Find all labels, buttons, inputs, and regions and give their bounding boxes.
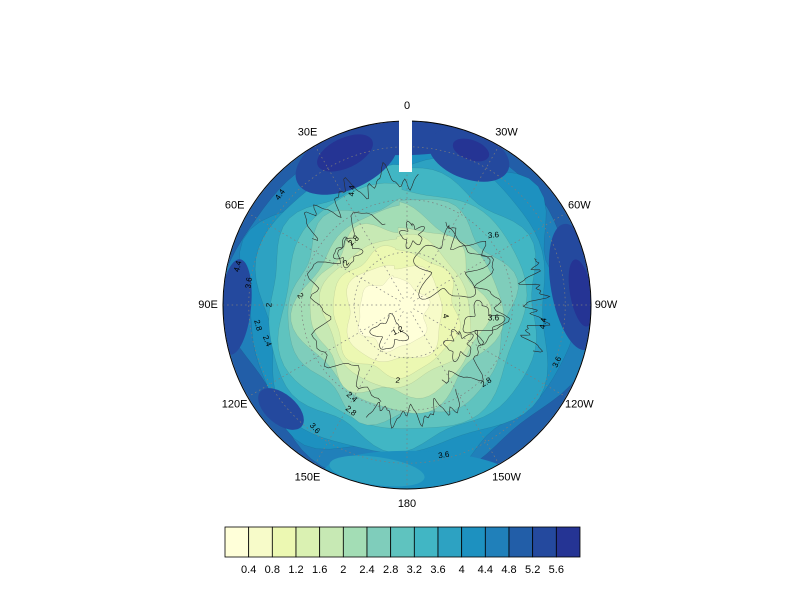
longitude-label: 30W — [495, 127, 518, 139]
colorbar-cell — [390, 526, 415, 558]
latitude-circle — [301, 199, 513, 411]
contour-label: 3.6 — [488, 230, 500, 240]
contour-label: 4.4 — [538, 317, 549, 330]
field-anomaly-blob — [317, 134, 373, 172]
data-gap-notch — [399, 118, 412, 172]
contour-label: 4.4 — [347, 184, 357, 196]
longitude-label: 90W — [595, 299, 618, 311]
colorbar-tick-label: 0.4 — [241, 564, 256, 576]
contour-label: 2 — [395, 376, 401, 386]
map-area: 4.4 4.42.824.43.622.82.43.63.644.43.62.82… — [223, 121, 591, 489]
latitude-circle — [248, 146, 566, 464]
colorbar-tick-label: 5.6 — [549, 564, 564, 576]
contour-band — [357, 274, 431, 353]
contour-label: 2 — [264, 302, 273, 307]
colorbar-cell — [342, 526, 368, 558]
coastline-path — [303, 161, 419, 241]
longitude-label: 90E — [198, 299, 218, 311]
coastline-path — [413, 224, 491, 300]
contour-label: 2.8 — [252, 319, 264, 333]
field-anomaly-blob — [258, 388, 304, 430]
colorbar-cell — [508, 526, 534, 558]
colorbar-tick-layer: 0.4 0.8 1.2 1.6 2 2.4 2.8 3.2 3.6 4 4.4 4.8 5.2 5.6 — [241, 564, 564, 576]
contour-label: 3.6 — [551, 355, 564, 369]
longitude-label-layer: 0 30W 60W 90W 120W 150W 180 150E 120E 90E 60E 30E — [198, 100, 618, 510]
longitude-label: 120E — [222, 399, 248, 411]
coastline-path — [365, 388, 461, 429]
colorbar — [224, 526, 581, 558]
colorbar-tick-label: 1.6 — [312, 564, 327, 576]
colorbar-tick-label: 1.2 — [288, 564, 303, 576]
contour-label: 4.4 — [232, 259, 244, 273]
colorbar-cell — [224, 526, 250, 558]
colorbar-tick-label: 3.2 — [407, 564, 422, 576]
field-anomaly-blob — [452, 138, 490, 162]
colorbar-tick-label: 2.4 — [359, 564, 374, 576]
contour-label: 1.2 — [391, 324, 405, 337]
colorbar-cell — [271, 526, 297, 558]
graticule — [223, 121, 591, 489]
colorbar-cell — [295, 526, 321, 558]
coastline-path — [399, 221, 425, 250]
contour-label: 2 — [295, 291, 305, 300]
colorbar-cell — [484, 526, 510, 558]
colorbar-cell — [555, 526, 581, 558]
colorbar-tick-label: 2 — [340, 564, 346, 576]
longitude-label: 60W — [568, 200, 591, 212]
coastline-path — [441, 221, 510, 384]
coastlines — [303, 161, 551, 429]
colorbar-tick-label: 5.2 — [525, 564, 540, 576]
colorbar-tick-label: 4.8 — [501, 564, 516, 576]
longitude-label: 150W — [492, 471, 521, 483]
longitude-label: 30E — [298, 127, 318, 139]
coastline-path — [518, 258, 551, 353]
contour-label: 2 — [341, 258, 351, 268]
longitude-label: 150E — [295, 471, 321, 483]
colorbar-cell — [366, 526, 392, 558]
field-anomaly-blob — [568, 259, 591, 327]
colorbar-tick-label: 0.8 — [265, 564, 280, 576]
colorbar-tick-label: 4 — [459, 564, 465, 576]
coastline-path — [369, 313, 410, 350]
colorbar-tick-label: 4.4 — [478, 564, 493, 576]
contour-label: 3.6 — [488, 313, 500, 322]
longitude-label: 120W — [565, 399, 594, 411]
colorbar-cell — [248, 526, 273, 558]
colorbar-cell — [461, 526, 486, 558]
colorbar-cell — [532, 526, 557, 558]
contour-label: 4 — [441, 313, 451, 320]
coastline-path — [332, 236, 364, 269]
colorbar-cell — [319, 526, 344, 558]
longitude-label: 0 — [404, 100, 410, 112]
contour-label-layer: 4.4 4.42.824.43.622.82.43.63.644.43.62.82… — [232, 184, 564, 460]
coastline-path — [443, 329, 474, 362]
contour-label: 3.6 — [438, 450, 451, 461]
contour-label: 3.6 — [244, 276, 255, 289]
coastline-path — [462, 299, 506, 346]
colorbar-tick-label: 3.6 — [430, 564, 445, 576]
colorbar-cell — [413, 526, 439, 558]
longitude-label: 180 — [398, 498, 416, 510]
coastline-path — [306, 211, 386, 402]
colorbar-tick-label: 2.8 — [383, 564, 398, 576]
field-anomaly-blob — [329, 455, 425, 487]
longitude-label: 60E — [225, 200, 245, 212]
colorbar-cell — [437, 526, 463, 558]
contour-label: 2.4 — [261, 334, 274, 348]
field-anomaly-blob — [223, 259, 252, 355]
